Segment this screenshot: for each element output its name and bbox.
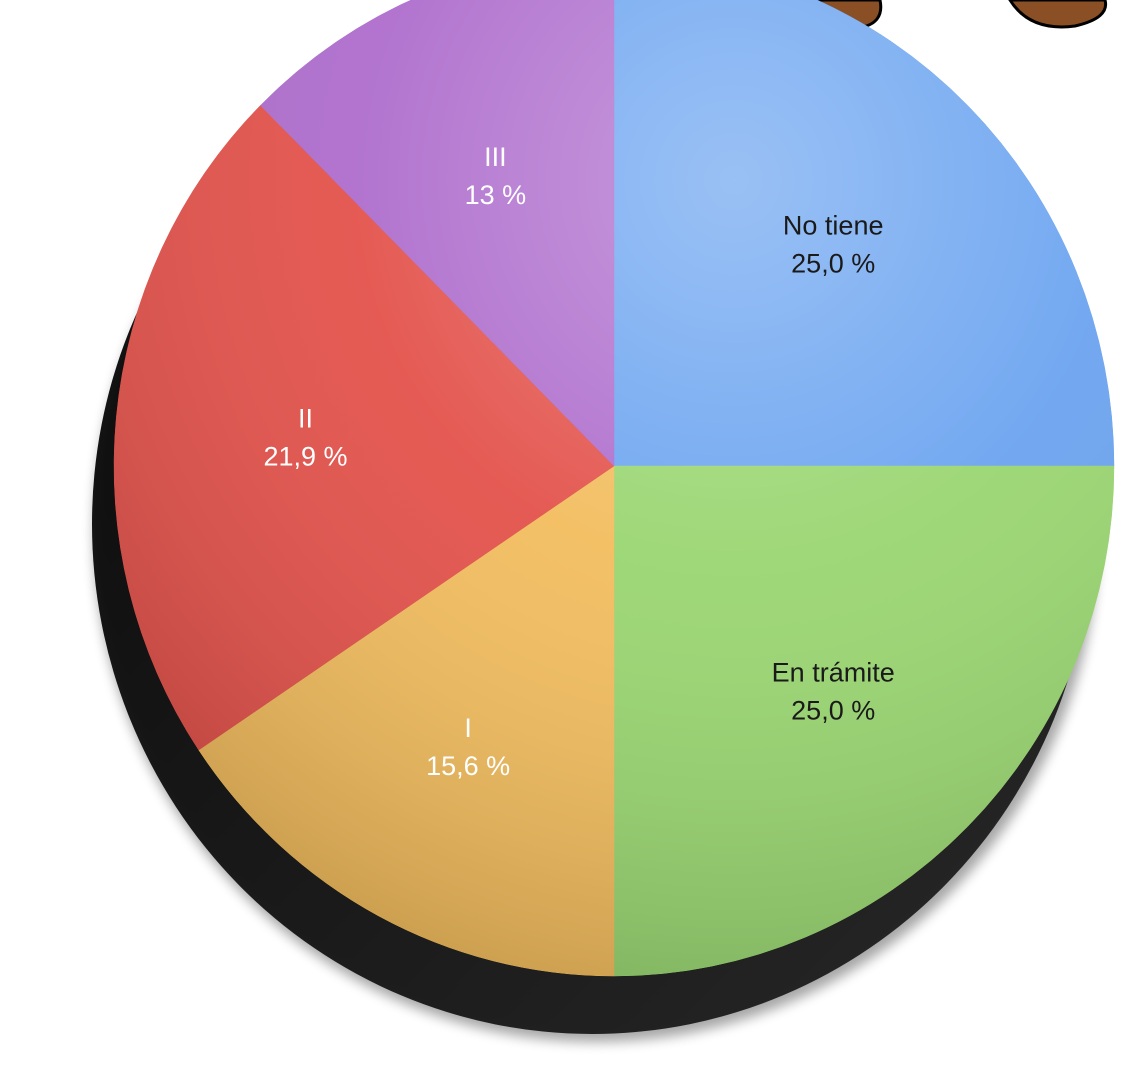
pie-label-value: 21,9 % — [263, 441, 347, 471]
pie-label-name: No tiene — [783, 210, 884, 240]
pie-label-4: III 13 % — [465, 142, 527, 210]
pie-label-1: En trámite 25,0 % — [772, 658, 895, 726]
pie-label-name: II — [298, 403, 313, 433]
pie-slices — [113, 0, 1115, 977]
mascot-foot-right — [1008, 0, 1108, 29]
pie-label-3: II 21,9 % — [263, 403, 347, 471]
pie-label-name: III — [484, 142, 507, 172]
pie-label-value: 15,6 % — [426, 751, 510, 781]
pie-label-value: 25,0 % — [791, 696, 875, 726]
pie-labels: No tiene 25,0 % En trámite 25,0 % I 15,6 % II 2… — [263, 142, 894, 781]
pie-label-2: I 15,6 % — [426, 713, 510, 781]
pie-label-value: 13 % — [465, 180, 527, 210]
pie-label-value: 25,0 % — [791, 248, 875, 278]
pie-label-0: No tiene 25,0 % — [783, 210, 884, 278]
pie-label-name: I — [464, 713, 472, 743]
pie-label-name: En trámite — [772, 658, 895, 688]
